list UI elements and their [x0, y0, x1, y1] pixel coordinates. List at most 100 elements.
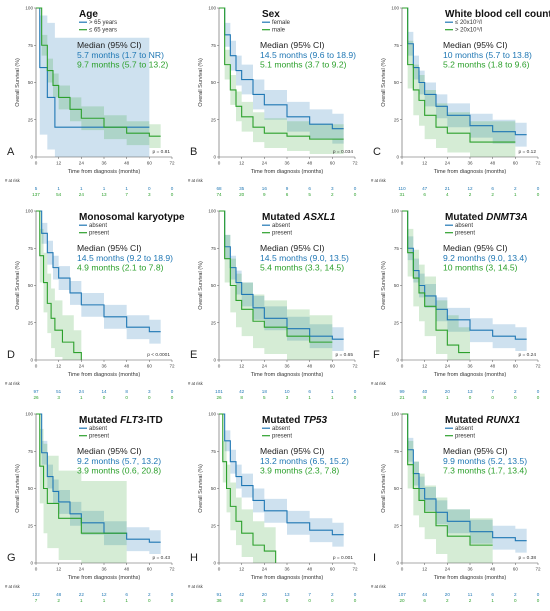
y-tick-label: 50: [394, 80, 400, 85]
ci-band-2: [402, 211, 470, 360]
y-tick-label: 25: [28, 117, 34, 122]
at-risk-count: 3: [148, 192, 151, 197]
panel-letter: F: [373, 349, 380, 361]
y-axis-label: Overall Survival (%): [381, 261, 387, 310]
legend-label: female: [272, 20, 291, 26]
x-tick-label: 60: [330, 567, 336, 572]
median-value: 5.4 months (3.3, 14.5): [260, 263, 344, 273]
legend-label: absent: [89, 426, 107, 432]
y-tick-label: 25: [394, 523, 400, 528]
x-tick-label: 48: [490, 567, 496, 572]
median-value: 10 months (5.7 to 13.8): [443, 50, 532, 60]
panel-letter: A: [7, 146, 15, 158]
y-tick-label: 75: [394, 246, 400, 251]
legend-label: male: [272, 28, 286, 34]
x-tick-label: 60: [330, 161, 336, 166]
x-tick-label: 36: [101, 161, 107, 166]
at-risk-count: 6: [125, 592, 128, 597]
at-risk-count: 0: [514, 598, 517, 603]
at-risk-count: 0: [469, 395, 472, 400]
title-text: Mutated: [445, 415, 486, 426]
legend-label: absent: [272, 426, 290, 432]
y-tick-label: 100: [25, 6, 33, 11]
at-risk-count: 2: [331, 592, 334, 597]
panel-letter: I: [373, 552, 376, 564]
title-text: White blood cell count: [445, 9, 550, 20]
at-risk-count: 36: [216, 598, 222, 603]
y-tick-label: 100: [391, 209, 399, 214]
at-risk-count: 14: [101, 389, 107, 394]
ci-band-2: [402, 8, 516, 157]
at-risk-count: 31: [399, 192, 405, 197]
at-risk-count: 0: [354, 598, 357, 603]
at-risk-count: 68: [216, 186, 222, 191]
ci-band-1: [36, 211, 161, 344]
at-risk-count: 1: [446, 395, 449, 400]
at-risk-count: 0: [514, 395, 517, 400]
legend-label: > 20x10⁹/l: [455, 27, 482, 34]
at-risk-count: 12: [467, 186, 473, 191]
at-risk-count: 2: [514, 389, 517, 394]
x-tick-label: 48: [307, 364, 313, 369]
x-tick-label: 12: [56, 567, 62, 572]
km-curve-2: [36, 413, 127, 534]
at-risk-count: 0: [171, 389, 174, 394]
x-tick-label: 12: [422, 567, 428, 572]
at-risk-count: 7: [491, 389, 494, 394]
at-risk-count: 91: [216, 592, 222, 597]
y-tick-label: 50: [211, 80, 217, 85]
x-tick-label: 24: [79, 161, 85, 166]
at-risk-count: 0: [171, 395, 174, 400]
title-gene: DNMT3A: [486, 212, 528, 223]
at-risk-count: 9: [263, 192, 266, 197]
panel-title: Mutated DNMT3A: [445, 212, 528, 223]
at-risk-count: 0: [308, 598, 311, 603]
x-tick-label: 72: [169, 161, 175, 166]
median-value: 10 months (3, 14.5): [443, 263, 518, 273]
x-tick-label: 12: [56, 161, 62, 166]
at-risk-count: 13: [284, 592, 290, 597]
y-tick-label: 100: [208, 6, 216, 11]
panel-letter: D: [7, 349, 15, 361]
ci-band-1: [219, 414, 344, 547]
at-risk-count: 0: [354, 592, 357, 597]
at-risk-count: 2: [57, 598, 60, 603]
at-risk-count: 1: [331, 389, 334, 394]
at-risk-count: 5: [263, 395, 266, 400]
at-risk-count: 2: [469, 192, 472, 197]
at-risk-label: # at risk: [371, 584, 387, 589]
ci-band-2: [36, 211, 82, 360]
at-risk-count: 48: [56, 592, 62, 597]
km-curve-1: [219, 7, 344, 130]
median-header: Median (95% CI): [443, 40, 508, 50]
p-value: p = 0.65: [336, 352, 354, 358]
y-tick-label: 0: [213, 561, 216, 566]
km-curve-2: [402, 413, 493, 546]
x-tick-label: 48: [307, 161, 313, 166]
at-risk-count: 0: [286, 598, 289, 603]
legend-label: ≤ 65 years: [89, 28, 117, 34]
at-risk-count: 7: [35, 598, 38, 603]
x-tick-label: 36: [284, 364, 290, 369]
median-header: Median (95% CI): [260, 40, 325, 50]
title-gene: FLT3: [120, 415, 144, 426]
x-tick-label: 60: [513, 567, 519, 572]
y-tick-label: 0: [213, 358, 216, 363]
at-risk-count: 1: [103, 186, 106, 191]
at-risk-count: 122: [32, 592, 40, 597]
y-tick-label: 25: [211, 117, 217, 122]
x-tick-label: 12: [239, 161, 245, 166]
at-risk-count: 0: [103, 395, 106, 400]
x-tick-label: 60: [513, 161, 519, 166]
at-risk-count: 0: [331, 598, 334, 603]
title-text: Mutated: [445, 212, 486, 223]
at-risk-label: # at risk: [5, 178, 21, 183]
legend-label: present: [89, 434, 109, 440]
at-risk-label: # at risk: [188, 178, 204, 183]
at-risk-count: 2: [514, 186, 517, 191]
at-risk-count: 26: [33, 395, 39, 400]
